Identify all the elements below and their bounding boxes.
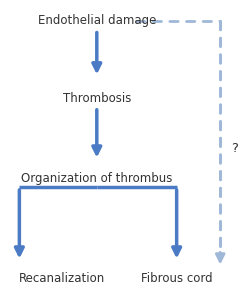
Text: Thrombosis: Thrombosis xyxy=(63,91,131,105)
Text: ?: ? xyxy=(231,142,238,155)
Text: Fibrous cord: Fibrous cord xyxy=(141,272,212,285)
Text: Organization of thrombus: Organization of thrombus xyxy=(21,172,173,185)
Text: Recanalization: Recanalization xyxy=(19,272,106,285)
Text: Endothelial damage: Endothelial damage xyxy=(38,14,156,27)
